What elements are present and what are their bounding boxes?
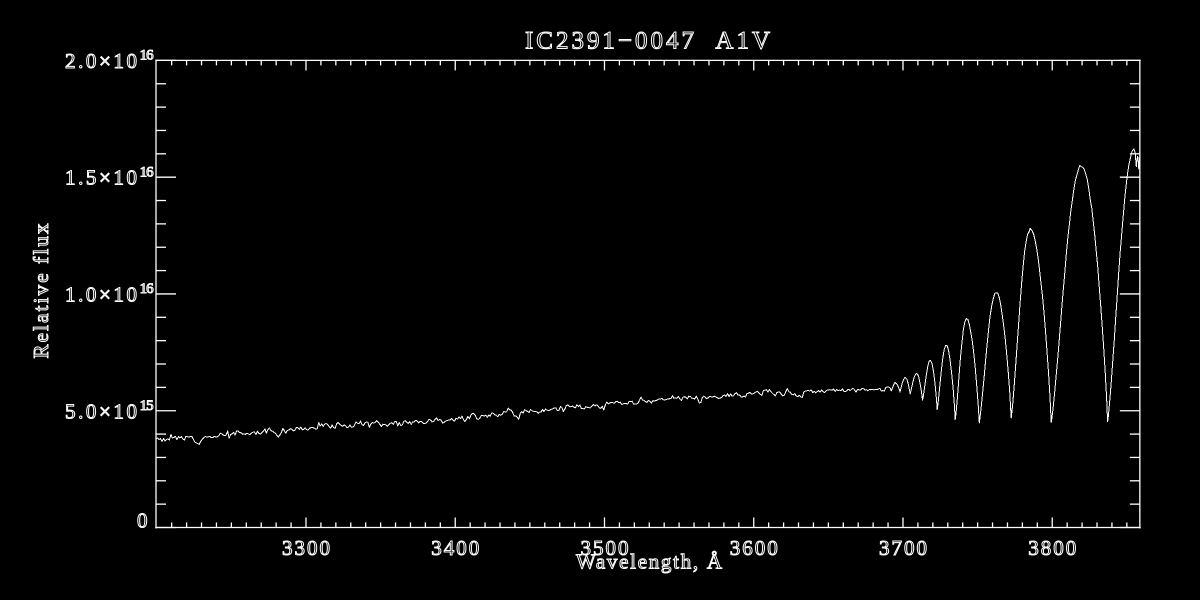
svg-text:Wavelength, Å: Wavelength, Å [576,550,723,574]
svg-text:0: 0 [137,508,148,532]
svg-text:IC2391−0047 A1V: IC2391−0047 A1V [525,28,770,55]
svg-text:Relative flux: Relative flux [29,223,53,359]
